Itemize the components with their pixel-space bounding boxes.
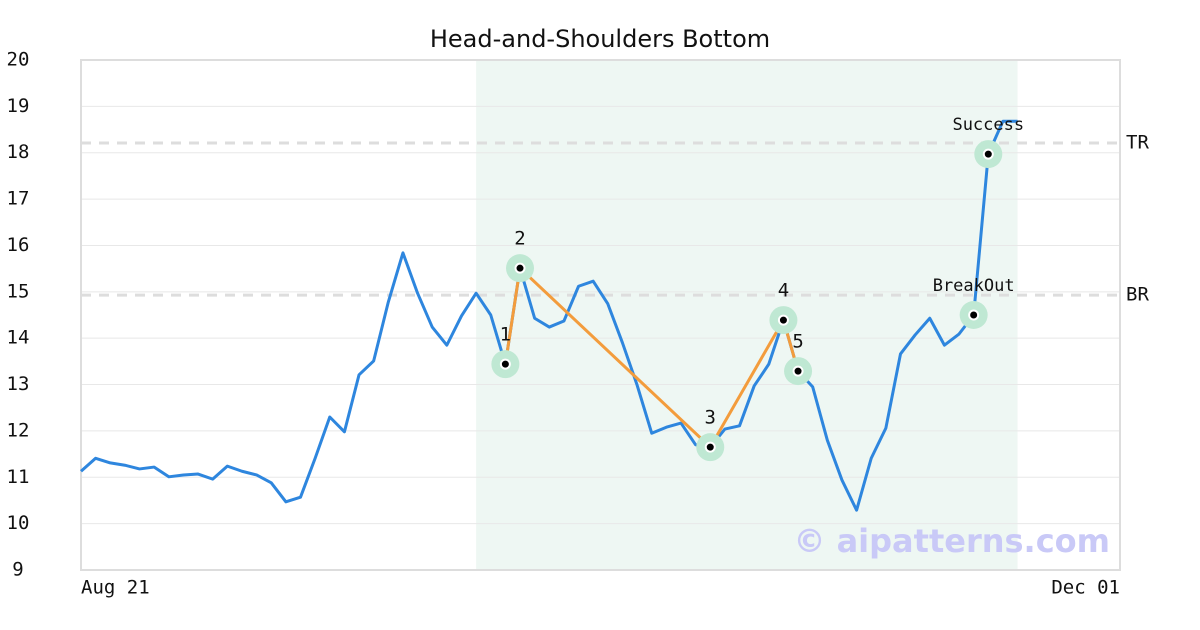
level-label: BR xyxy=(1126,284,1149,306)
marker-label: BreakOut xyxy=(933,276,1015,296)
y-tick-label: 9 xyxy=(12,559,23,581)
x-tick-label: Aug 21 xyxy=(81,577,150,599)
marker-label: Success xyxy=(952,115,1024,135)
y-tick-label: 20 xyxy=(7,49,30,71)
plot-frame xyxy=(80,59,1121,571)
marker-dot xyxy=(499,358,511,370)
x-tick-label: Dec 01 xyxy=(1051,577,1120,599)
pattern-region xyxy=(476,60,1018,570)
y-tick-label: 18 xyxy=(7,141,30,163)
marker-label: 4 xyxy=(778,280,789,302)
marker-dot xyxy=(968,309,980,321)
marker-dot xyxy=(792,365,804,377)
marker-label: 3 xyxy=(705,407,716,429)
y-tick-label: 13 xyxy=(7,373,30,395)
chart-title: Head-and-Shoulders Bottom xyxy=(430,25,770,53)
marker-dot xyxy=(704,441,716,453)
y-tick-label: 19 xyxy=(7,95,30,117)
watermark: © aipatterns.com xyxy=(793,522,1110,560)
marker-label: 2 xyxy=(514,228,525,250)
y-tick-label: 12 xyxy=(7,419,30,441)
marker-label: 5 xyxy=(792,331,803,353)
y-tick-label: 15 xyxy=(7,280,30,302)
marker-dot xyxy=(777,314,789,326)
marker-label: 1 xyxy=(500,324,511,346)
y-tick-label: 11 xyxy=(7,466,30,488)
marker-dot xyxy=(982,148,994,160)
level-label: TR xyxy=(1126,131,1149,153)
price-line xyxy=(80,119,1018,512)
y-tick-label: 16 xyxy=(7,234,30,256)
y-tick-label: 14 xyxy=(7,327,30,349)
y-tick-label: 17 xyxy=(7,188,30,210)
marker-dot xyxy=(514,262,526,274)
y-tick-label: 10 xyxy=(7,512,30,534)
